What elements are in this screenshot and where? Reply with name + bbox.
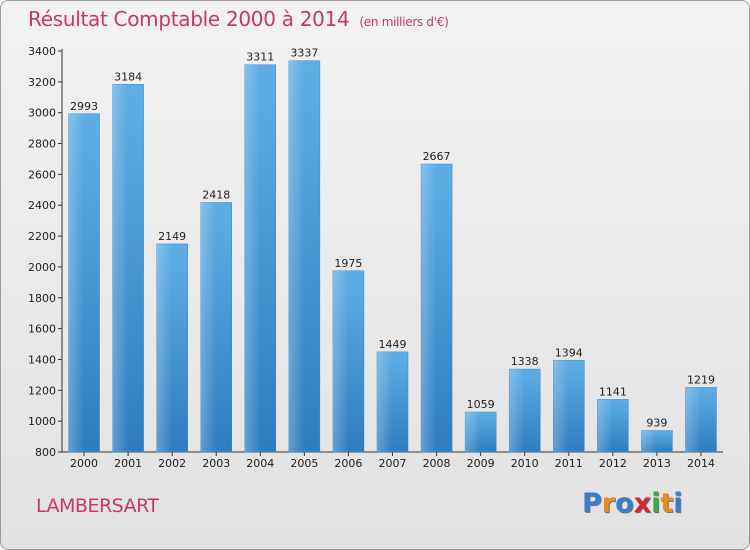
bar-value-label: 1059 — [467, 398, 495, 411]
x-tick-label: 2002 — [158, 457, 186, 470]
bar-highlight — [597, 399, 613, 452]
bar-highlight — [244, 64, 261, 453]
y-tick-label: 3000 — [28, 107, 56, 120]
y-tick-label: 1000 — [28, 415, 56, 428]
y-tick-label: 2200 — [28, 230, 56, 243]
y-tick-label: 1600 — [28, 323, 56, 336]
proxiti-logo: Proxiti — [582, 488, 683, 519]
y-tick-label: 1200 — [28, 384, 56, 397]
bar-highlight — [553, 360, 569, 452]
bar-value-label: 1449 — [379, 338, 407, 351]
bar-value-label: 3184 — [114, 70, 142, 83]
bar-highlight — [200, 202, 217, 452]
logo-letter: x — [633, 488, 652, 519]
bar-value-label: 1975 — [334, 257, 362, 270]
bar-highlight — [68, 113, 85, 453]
y-tick-label: 1400 — [28, 353, 56, 366]
x-tick-label: 2014 — [687, 457, 715, 470]
bar-value-label: 3337 — [290, 47, 318, 60]
x-tick-label: 2010 — [511, 457, 539, 470]
x-tick-label: 2000 — [70, 457, 98, 470]
chart-title: Résultat Comptable 2000 à 2014 (en millie… — [28, 7, 449, 31]
x-tick-label: 2006 — [334, 457, 362, 470]
bar-value-label: 2993 — [70, 100, 98, 113]
bar-value-label: 2149 — [158, 230, 186, 243]
bar-highlight — [377, 351, 393, 452]
bar-highlight — [641, 430, 657, 452]
bar-highlight — [288, 60, 305, 452]
y-tick-label: 800 — [35, 446, 56, 459]
chart-data-labels: 2993 3184 2149 2418 3311 3337 1975 1449 2667 1059… — [70, 47, 715, 430]
bar-highlight — [421, 164, 437, 452]
x-tick-label: 2007 — [379, 457, 407, 470]
chart-bars — [68, 60, 717, 453]
bar-value-label: 2418 — [202, 188, 230, 201]
bar-value-label: 939 — [646, 417, 667, 430]
logo-letter: o — [615, 488, 634, 519]
logo-letter: t — [660, 488, 674, 519]
bar-value-label: 1338 — [511, 355, 539, 368]
bar-value-label: 1141 — [599, 385, 627, 398]
x-tick-label: 2005 — [290, 457, 318, 470]
y-tick-label: 2000 — [28, 261, 56, 274]
x-tick-label: 2011 — [555, 457, 583, 470]
x-tick-label: 2009 — [467, 457, 495, 470]
y-tick-label: 1800 — [28, 292, 56, 305]
logo-letter: i — [651, 488, 661, 519]
bar-highlight — [156, 243, 173, 452]
bar-value-label: 1219 — [687, 373, 715, 386]
x-tick-label: 2003 — [202, 457, 230, 470]
x-tick-label: 2004 — [246, 457, 274, 470]
bar-highlight — [332, 270, 349, 452]
town-name: LAMBERSART — [36, 495, 159, 517]
x-tick-label: 2008 — [423, 457, 451, 470]
bar-value-label: 1394 — [555, 346, 583, 359]
x-tick-label: 2001 — [114, 457, 142, 470]
y-tick-label: 3200 — [28, 76, 56, 89]
y-tick-label: 3400 — [28, 45, 56, 58]
y-tick-label: 2400 — [28, 199, 56, 212]
logo-letter: i — [673, 488, 683, 519]
bar-highlight — [509, 369, 525, 452]
chart-subtitle: (en milliers d'€) — [359, 15, 449, 29]
y-tick-label: 2800 — [28, 138, 56, 151]
bar-highlight — [465, 412, 481, 452]
logo-letter: P — [582, 488, 602, 519]
x-tick-label: 2013 — [643, 457, 671, 470]
chart-axes: 800 1000 1200 1400 1600 1800 2000 2200 2400 2600 2… — [28, 45, 723, 470]
y-tick-label: 2600 — [28, 168, 56, 181]
bar-highlight — [685, 387, 701, 452]
x-tick-label: 2012 — [599, 457, 627, 470]
bar-value-label: 2667 — [423, 150, 451, 163]
logo-letter: r — [601, 488, 616, 519]
bar-highlight — [112, 84, 129, 452]
chart-title-text: Résultat Comptable 2000 à 2014 — [28, 7, 350, 31]
bar-value-label: 3311 — [246, 51, 274, 64]
